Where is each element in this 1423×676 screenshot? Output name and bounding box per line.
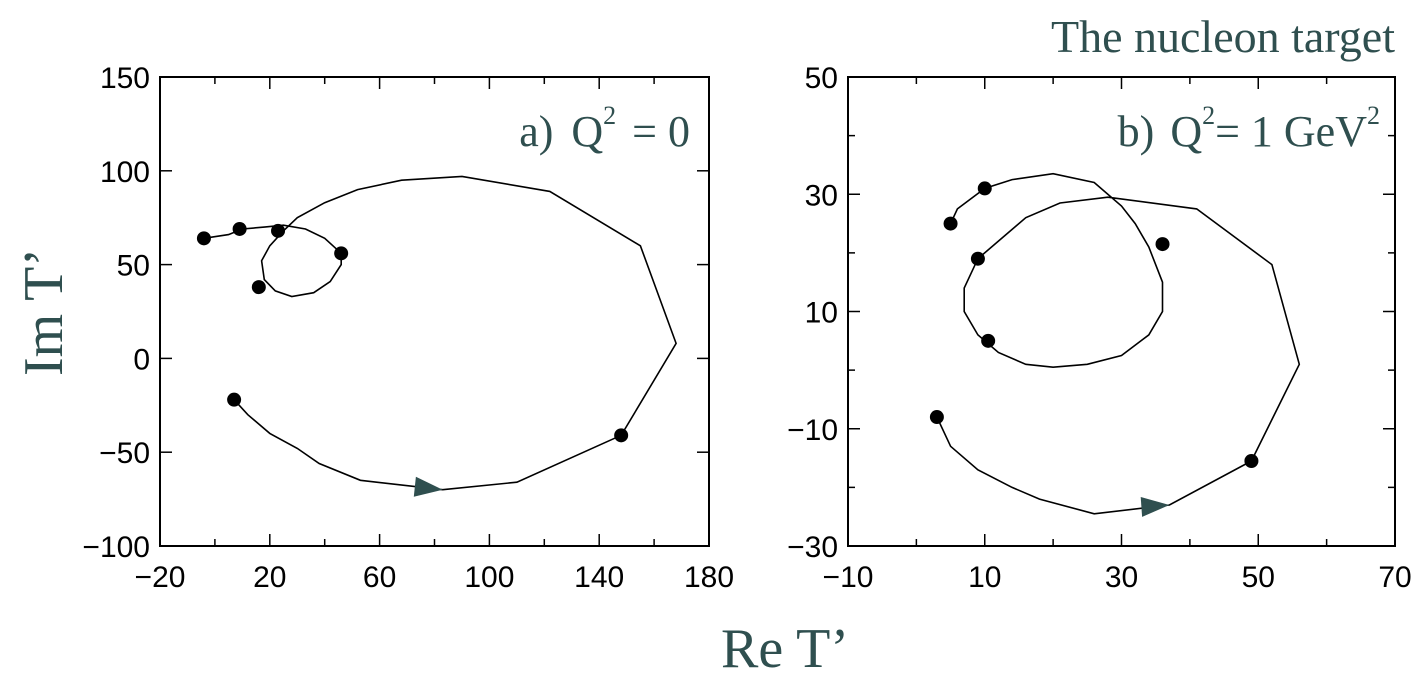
panel-a-x-tick-label: 60 [363,561,396,594]
panel-a-q-exponent: 2 [603,101,616,130]
panel-a-x-tick-label: 100 [464,561,514,594]
panel-b-ticks [847,76,1396,547]
panel-a-x-tick-label: 140 [574,561,624,594]
panel-a-y-tick-label: 100 [100,156,150,189]
panel-a-points [196,221,629,443]
panel-b-data-point [929,410,944,425]
panel-a-label: a) Q2 = 0 [519,101,690,156]
panel-b-data-point [1244,453,1259,468]
panel-b-data-point [970,251,985,266]
panel-b-x-tick-label: 50 [1242,561,1275,594]
panel-a-x-tick-label: 180 [684,561,734,594]
panel-a-q-value: = 0 [632,107,690,156]
panel-b-x-tick-label: 30 [1105,561,1138,594]
panel-a-x-tick-label: −20 [135,561,186,594]
panel-a-x-tick-label: 20 [253,561,286,594]
y-axis-label: Im T’ [13,248,75,376]
panel-a-y-tick-labels: −100 −50 0 50 100 150 [82,62,150,564]
panel-a-q: Q [571,107,603,156]
panel-a-y-tick-label: −50 [99,437,150,470]
panel-b-direction-arrow [1140,497,1170,517]
panel-b-x-tick-label: 70 [1378,561,1411,594]
panel-b-q-exponent: 2 [1202,101,1215,130]
panel-a-y-tick-label: −100 [82,531,150,564]
panel-b-unit-exponent: 2 [1367,101,1380,130]
panel-a-trajectory-line [203,175,677,491]
panel-a-y-tick-label: 150 [100,62,150,95]
panel-b-q: Q [1170,107,1202,156]
panel-b-y-tick-label: −30 [787,531,838,564]
panel-a-direction-arrow [413,476,443,497]
panel-a-label-prefix: a) [519,107,553,156]
panel-a-data-point [196,231,211,246]
panel-b-x-tick-label: 10 [968,561,1001,594]
panel-a-data-point [334,246,349,261]
panel-a-data-point [271,223,286,238]
panel-b-label: b) Q2= 1 GeV2 [1118,101,1380,156]
panel-a-y-tick-label: 0 [133,343,150,376]
x-axis-label: Re T’ [721,618,849,676]
panel-b-x-tick-label: −10 [823,561,874,594]
panel-a-data-point [232,221,247,236]
panel-b-data-point [977,181,992,196]
panel-a-data-point [614,428,629,443]
panel-b-data-point [1155,237,1170,252]
panel-b-x-tick-labels: −10 10 30 50 70 [823,561,1412,594]
panel-a-data-point [251,280,266,295]
panel-b-y-tick-label: 30 [805,179,838,212]
panel-a-data-point [227,392,242,407]
panel-b-y-tick-label: −10 [787,414,838,447]
panel-b-data-point [981,333,996,348]
panel-b-y-tick-label: 50 [805,62,838,95]
panel-a-x-tick-labels: −20 20 60 100 140 180 [135,561,734,594]
panel-b-q-value: = 1 GeV [1215,107,1367,156]
panel-b-y-tick-labels: −30 −10 10 30 50 [787,62,838,564]
figure-title: The nucleon target [1051,11,1395,62]
panel-a-ticks [159,76,710,547]
panel-b-label-prefix: b) [1118,107,1155,156]
panel-b-points [929,181,1259,468]
panel-a-frame [159,76,710,547]
panel-a-y-tick-label: 50 [117,250,150,283]
panel-a-chart: −20 20 60 100 140 180 −100 −50 0 50 100 150 a) Q2 = … [82,62,734,594]
panel-b-data-point [943,216,958,231]
panel-b-y-tick-label: 10 [805,297,838,330]
